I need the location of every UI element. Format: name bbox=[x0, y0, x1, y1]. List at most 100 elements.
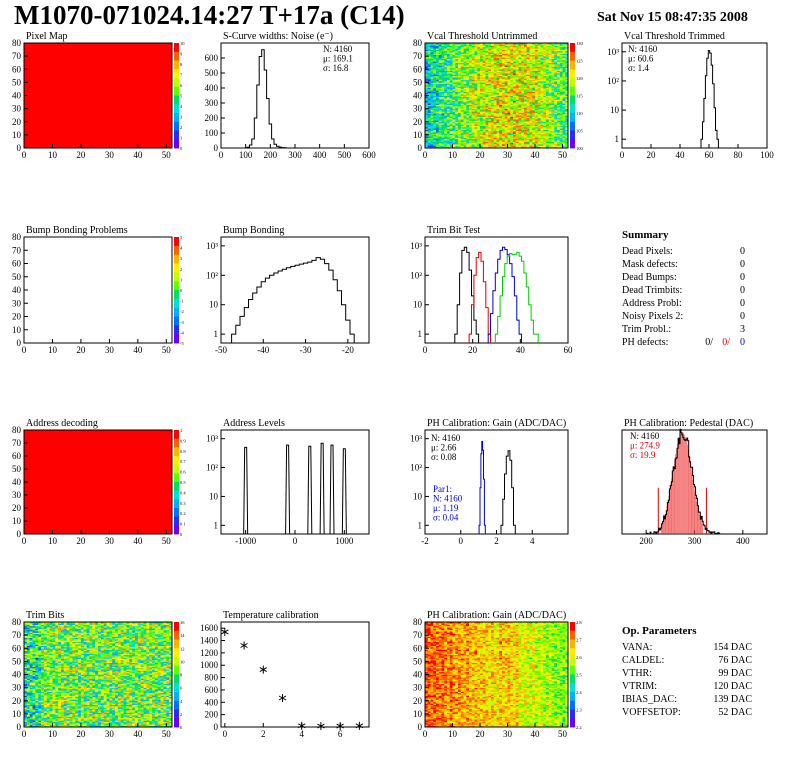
ph-gain-map-ytick-label: 40 bbox=[413, 670, 423, 680]
address-decoding-palette-label: 0.1 bbox=[180, 522, 186, 527]
address-decoding-palette-label: 0.6 bbox=[180, 470, 186, 475]
address-decoding-xtick-label: 50 bbox=[162, 536, 172, 546]
vcal-untrimmed-palette-label: 125 bbox=[576, 59, 584, 64]
ph-gain-map-ytick-label: 80 bbox=[413, 617, 423, 627]
scurve-noise-xtick-label: 100 bbox=[239, 150, 253, 160]
ph-gain-ytick-label: 10³ bbox=[410, 434, 422, 444]
scurve-noise-series-0 bbox=[246, 49, 287, 149]
address-decoding-ytick-label: 50 bbox=[12, 464, 22, 474]
pixel-map-palette-label: 5 bbox=[180, 94, 183, 99]
bump-bonding-problems-palette-label: -2 bbox=[180, 309, 184, 314]
scurve-noise-xtick-label: 500 bbox=[338, 150, 352, 160]
address-decoding-xtick-label: 20 bbox=[76, 536, 86, 546]
ph-gain-map-ytick-label: 70 bbox=[413, 630, 423, 640]
bump-bonding-problems-xtick-label: 0 bbox=[22, 345, 27, 355]
temperature-calibration-xtick-label: 2 bbox=[261, 729, 266, 739]
summary-ph-value: 0 bbox=[740, 337, 745, 348]
ph-pedestal-stat: N: 4160 bbox=[630, 431, 660, 441]
scurve-noise-stat: N: 4160 bbox=[323, 44, 353, 54]
summary-row-value: 0 bbox=[740, 298, 745, 309]
address-decoding-palette-label: 0.5 bbox=[180, 480, 186, 485]
pixel-map-palette-label: 8 bbox=[180, 62, 183, 67]
address-decoding-ytick-label: 20 bbox=[12, 503, 22, 513]
ph-gain-xtick-label: -2 bbox=[421, 536, 429, 546]
summary-title: Summary bbox=[622, 229, 669, 241]
temperature-calibration-point bbox=[317, 722, 325, 731]
op-param-value: 139 DAC bbox=[713, 694, 752, 705]
pixel-map-palette-label: 6 bbox=[180, 83, 183, 88]
summary-row-value: 0 bbox=[740, 259, 745, 270]
op-param-label: VTRIM: bbox=[622, 681, 657, 692]
trim-bits-xtick-label: 20 bbox=[76, 729, 86, 739]
ph-pedestal-histogram bbox=[646, 428, 721, 535]
scurve-noise-title: S-Curve widths: Noise (e⁻) bbox=[223, 31, 333, 42]
ph-gain-title: PH Calibration: Gain (ADC/DAC) bbox=[427, 418, 566, 429]
address-decoding-ytick-label: 70 bbox=[12, 438, 22, 448]
vcal-trimmed-xtick-label: 60 bbox=[705, 150, 715, 160]
address-levels-xtick-label: 1000 bbox=[335, 536, 354, 546]
bump-bonding-problems-xtick-label: 40 bbox=[133, 345, 143, 355]
date-stamp: Sat Nov 15 08:47:35 2008 bbox=[597, 10, 748, 25]
address-levels-peak bbox=[341, 448, 347, 535]
bump-bonding-problems-ytick-label: 40 bbox=[12, 285, 22, 295]
bump-bonding-frame bbox=[220, 236, 370, 344]
bump-bonding-problems-palette-label: 0 bbox=[180, 288, 183, 293]
pixel-map-xtick-label: 20 bbox=[76, 150, 86, 160]
scurve-noise-xtick-label: 400 bbox=[313, 150, 327, 160]
address-decoding-palette-label: 1 bbox=[180, 428, 182, 433]
ph-gain-ytick-label: 1 bbox=[418, 520, 423, 530]
pixel-map-ytick-label: 0 bbox=[17, 143, 22, 153]
trim-bits-ytick-label: 80 bbox=[12, 617, 22, 627]
trim-bits-ytick-label: 10 bbox=[12, 709, 22, 719]
temperature-calibration-ytick-label: 0 bbox=[214, 722, 219, 732]
pixel-map-xtick-label: 0 bbox=[22, 150, 27, 160]
temperature-calibration-point bbox=[355, 721, 364, 730]
ph-pedestal-stat: σ: 19.9 bbox=[630, 450, 656, 460]
address-decoding-palette-label: 0 bbox=[180, 532, 183, 537]
address-decoding-ytick-label: 10 bbox=[12, 516, 22, 526]
bump-bonding-problems-palette-label: 5 bbox=[180, 235, 183, 240]
ph-gain-series-0 bbox=[500, 450, 516, 534]
ph-gain-map-palette-label: 2.5 bbox=[576, 673, 582, 678]
pixel-map-palette-label: 4 bbox=[180, 104, 183, 109]
bump-bonding-problems-ytick-label: 70 bbox=[12, 245, 22, 255]
ph-gain-map-palette-label: 2.2 bbox=[576, 725, 582, 730]
vcal-untrimmed-title: Vcal Threshold Untrimmed bbox=[427, 31, 537, 42]
address-decoding-title: Address decoding bbox=[26, 418, 98, 429]
op-param-label: VOFFSETOP: bbox=[622, 707, 681, 718]
vcal-trimmed-stat: σ: 1.4 bbox=[628, 63, 649, 73]
ph-gain-map-chart: PH Calibration: Gain (ADC/DAC)2.82.72.62… bbox=[413, 610, 582, 739]
address-levels-peak bbox=[285, 444, 291, 535]
ph-gain-map-palette-label: 2.6 bbox=[576, 655, 582, 660]
ph-pedestal-fit-hatch bbox=[660, 432, 704, 534]
pixel-map-xtick-label: 40 bbox=[133, 150, 143, 160]
summary-row-label: Address Probl: bbox=[622, 298, 682, 309]
address-levels-xtick-label: 0 bbox=[293, 536, 298, 546]
ph-pedestal-stat: μ: 274.9 bbox=[630, 441, 660, 451]
temperature-calibration-point bbox=[221, 627, 229, 636]
address-decoding-ytick-label: 60 bbox=[12, 451, 22, 461]
bump-bonding-ytick-label: 10³ bbox=[206, 241, 218, 251]
temperature-calibration-point bbox=[298, 721, 306, 730]
trim-bits-xtick-label: 50 bbox=[162, 729, 172, 739]
trim-bits-palette: 16 14 12 10 8 6 4 2 0 bbox=[174, 620, 185, 730]
scurve-noise-xtick-label: 300 bbox=[288, 150, 302, 160]
ph-gain-xtick-label: 4 bbox=[530, 536, 535, 546]
ph-gain-map-ytick-label: 10 bbox=[413, 709, 423, 719]
trim-bit-test-title: Trim Bit Test bbox=[427, 225, 480, 236]
trim-bits-xtick-label: 30 bbox=[105, 729, 115, 739]
vcal-untrimmed-ytick-label: 60 bbox=[413, 64, 423, 74]
op-param-value: 99 DAC bbox=[718, 668, 752, 679]
pixel-map-ytick-label: 20 bbox=[12, 117, 22, 127]
ph-gain-map-palette-label: 2.3 bbox=[576, 708, 582, 713]
trim-bits-title: Trim Bits bbox=[26, 610, 64, 621]
trim-bits-cells bbox=[24, 622, 173, 728]
summary-row-value: 0 bbox=[740, 246, 745, 257]
scurve-noise-ytick-label: 400 bbox=[205, 83, 219, 93]
bump-bonding-problems-xtick-label: 30 bbox=[105, 345, 115, 355]
summary-row-label: Mask defects: bbox=[622, 259, 678, 270]
trim-bit-test-chart: Trim Bit Test 0 20 40 60 1 10 10² 10³ bbox=[410, 225, 573, 355]
temperature-calibration-ytick-label: 1200 bbox=[200, 648, 219, 658]
vcal-untrimmed-palette-label: 130 bbox=[576, 41, 584, 46]
